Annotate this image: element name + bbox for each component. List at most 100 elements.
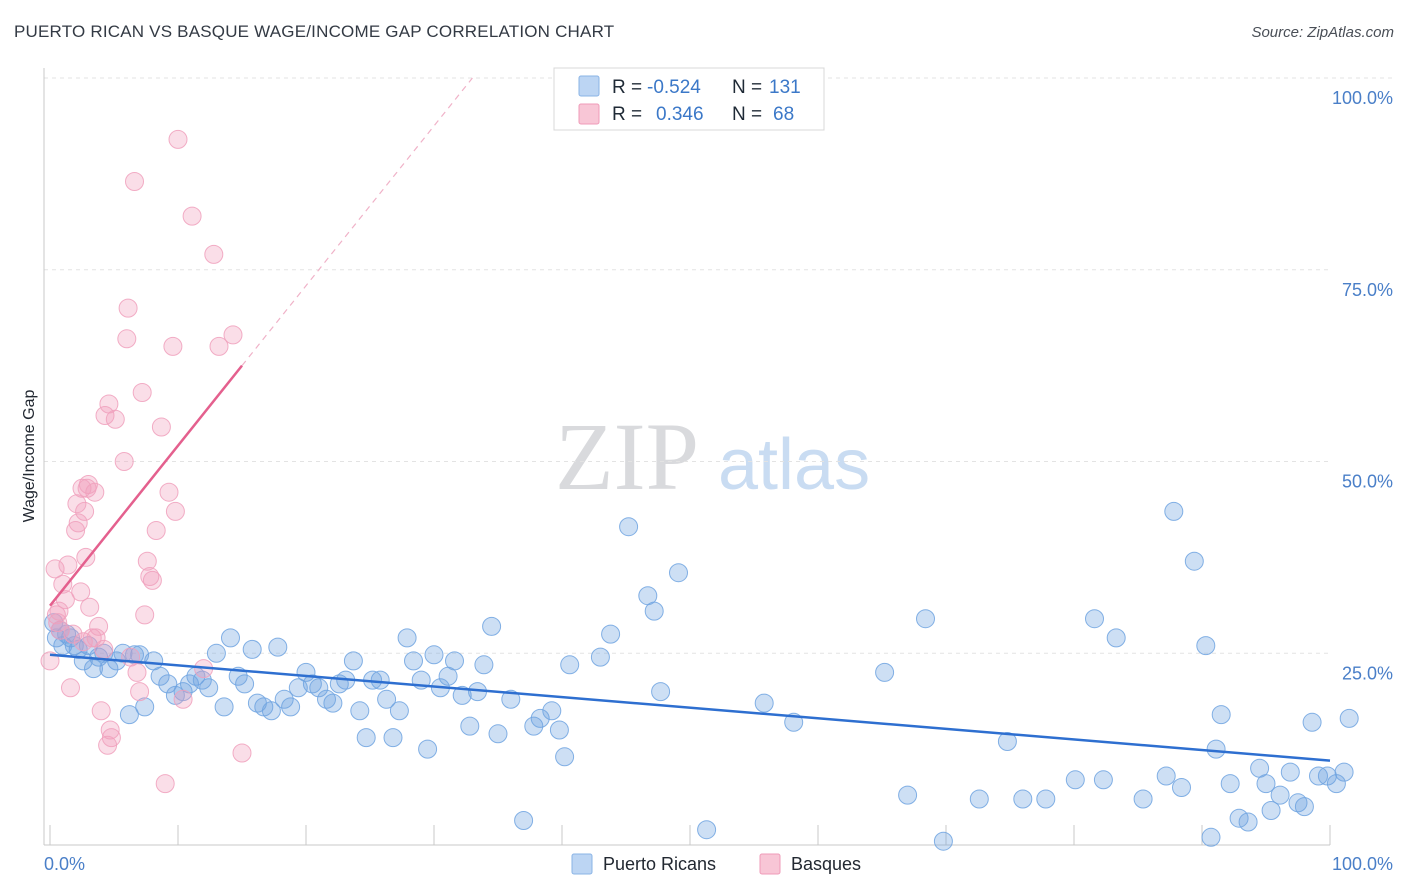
- puerto-rican-point: [560, 655, 580, 675]
- basque-point: [155, 774, 175, 794]
- puerto-rican-point: [383, 728, 403, 748]
- basque-point: [78, 475, 98, 494]
- watermark-atlas: atlas: [718, 425, 870, 505]
- basque-point: [146, 521, 166, 540]
- puerto-rican-point: [1172, 778, 1191, 797]
- series-puerto-ricans: [44, 501, 1359, 851]
- puerto-rican-point: [221, 628, 240, 648]
- basque-point: [117, 329, 137, 349]
- bottom-legend-puerto-ricans: Puerto Ricans: [603, 854, 716, 874]
- puerto-rican-point: [323, 693, 343, 713]
- puerto-rican-point: [445, 651, 464, 671]
- puerto-rican-point: [933, 831, 953, 851]
- basque-point: [76, 547, 96, 567]
- puerto-rican-point: [119, 705, 139, 725]
- basque-point: [209, 336, 229, 356]
- basque-point: [135, 605, 155, 625]
- legend-n-label-1: N =: [732, 77, 762, 98]
- series-basques: [40, 129, 252, 794]
- puerto-rican-point: [644, 601, 664, 621]
- puerto-rican-point: [1036, 789, 1056, 809]
- puerto-rican-point: [452, 685, 472, 705]
- basque-point: [58, 555, 78, 575]
- stats-legend: R = -0.524 N = 131 R = 0.346 N = 68: [553, 67, 825, 131]
- basque-point: [95, 406, 115, 425]
- puerto-rican-point: [350, 701, 370, 721]
- y-tick-label: 50.0%: [1342, 472, 1393, 492]
- basque-point: [105, 409, 125, 429]
- puerto-rican-point: [1256, 774, 1276, 794]
- puerto-rican-point: [173, 682, 193, 702]
- basque-point: [151, 417, 171, 437]
- basque-point: [204, 244, 224, 264]
- x-tick-label-min: 0.0%: [44, 854, 85, 874]
- puerto-rican-point: [268, 637, 288, 657]
- basque-point: [45, 559, 65, 579]
- puerto-rican-point: [1288, 793, 1308, 813]
- basque-point: [132, 383, 152, 402]
- puerto-rican-point: [150, 666, 170, 686]
- puerto-rican-point: [44, 613, 64, 633]
- basque-point: [86, 628, 106, 648]
- puerto-rican-point: [1302, 712, 1322, 732]
- basque-point: [165, 501, 185, 521]
- basque-point: [159, 482, 179, 502]
- puerto-rican-point: [199, 678, 219, 698]
- basque-point: [71, 582, 91, 602]
- basque-point: [46, 605, 66, 625]
- trend-line-puerto-ricans: [49, 653, 1331, 762]
- basque-point: [168, 129, 188, 149]
- legend-n-label-2: N =: [732, 104, 762, 125]
- puerto-rican-point: [370, 670, 390, 690]
- puerto-rican-point: [1184, 551, 1204, 571]
- puerto-rican-point: [1065, 770, 1085, 790]
- trend-lines: [49, 77, 1331, 762]
- legend-r-value-1: -0.524: [647, 77, 701, 98]
- puerto-rican-point: [590, 647, 610, 667]
- y-tick-label: 75.0%: [1342, 280, 1393, 300]
- basque-point: [63, 624, 83, 644]
- basque-point: [173, 689, 193, 709]
- basque-point: [50, 620, 70, 640]
- puerto-rican-point: [1093, 770, 1113, 790]
- y-tick-label: 25.0%: [1342, 663, 1393, 683]
- basque-point: [182, 206, 202, 226]
- puerto-rican-point: [1196, 636, 1216, 656]
- bottom-legend-swatch-blue: [571, 853, 593, 875]
- legend-r-label-1: R =: [612, 77, 642, 98]
- puerto-rican-point: [309, 678, 329, 698]
- puerto-rican-point: [418, 739, 438, 759]
- basque-point: [53, 574, 73, 594]
- watermark-zip: ZIP: [555, 403, 699, 510]
- basque-point: [100, 720, 120, 740]
- puerto-rican-point: [1164, 501, 1184, 521]
- puerto-rican-point: [601, 624, 621, 644]
- basque-point: [127, 662, 147, 682]
- legend-r-value-2: 0.346: [656, 104, 704, 125]
- puerto-rican-point: [1339, 708, 1359, 728]
- puerto-rican-point: [1294, 797, 1314, 817]
- x-tick-labels: 0.0% 100.0%: [44, 854, 1393, 874]
- legend-r-label-2: R =: [612, 104, 642, 125]
- puerto-rican-point: [424, 645, 444, 665]
- basque-point: [72, 478, 92, 498]
- trend-extension-basques: [241, 77, 473, 367]
- puerto-rican-point: [501, 689, 521, 709]
- puerto-rican-point: [1211, 705, 1231, 725]
- puerto-rican-point: [542, 701, 562, 721]
- y-axis-label: Wage/Income Gap: [21, 390, 38, 523]
- trend-line-basques: [49, 364, 243, 607]
- puerto-rican-point: [404, 651, 423, 671]
- basque-point: [232, 743, 252, 763]
- puerto-rican-point: [1261, 801, 1281, 820]
- puerto-rican-point: [488, 724, 508, 744]
- puerto-rican-point: [317, 689, 336, 709]
- puerto-rican-point: [1106, 628, 1126, 648]
- puerto-rican-point: [397, 628, 417, 648]
- basque-point: [118, 298, 138, 318]
- basque-point: [61, 678, 80, 698]
- puerto-rican-point: [377, 689, 397, 709]
- series-legend: Puerto Ricans Basques: [571, 853, 861, 875]
- puerto-rican-point: [343, 651, 363, 671]
